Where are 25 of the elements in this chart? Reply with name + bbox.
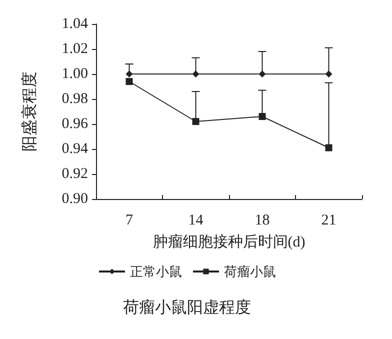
legend-label: 荷瘤小鼠 (224, 264, 276, 279)
point (126, 78, 133, 85)
y-tick-label: 0.96 (62, 116, 88, 132)
point (126, 70, 133, 78)
x-tick-label: 18 (254, 212, 270, 228)
point (325, 70, 332, 78)
text: 荷瘤小鼠阳虚程度 (123, 298, 251, 316)
point (258, 113, 266, 120)
y-tick-label: 0.94 (62, 141, 88, 157)
y-tick-label: 1.02 (62, 41, 88, 57)
point (325, 144, 332, 152)
y-tick-label: 0.90 (62, 191, 88, 207)
x-axis-title: 肿瘤细胞接种后时间(d) (152, 234, 306, 250)
y-tick-label: 0.98 (62, 91, 88, 107)
point (192, 70, 200, 78)
y-tick-label: 1.04 (62, 16, 88, 32)
y-axis-title: 阳盛衰程度 (20, 72, 38, 152)
legend-label: 正常小鼠 (130, 264, 182, 279)
x-tick-label: 21 (321, 212, 336, 228)
point (258, 70, 266, 78)
point (192, 118, 200, 125)
y-tick-label: 0.92 (62, 166, 88, 182)
x-tick-label: 7 (126, 212, 134, 228)
x-tick-label: 14 (188, 212, 204, 228)
y-tick-label: 1.00 (62, 66, 88, 82)
